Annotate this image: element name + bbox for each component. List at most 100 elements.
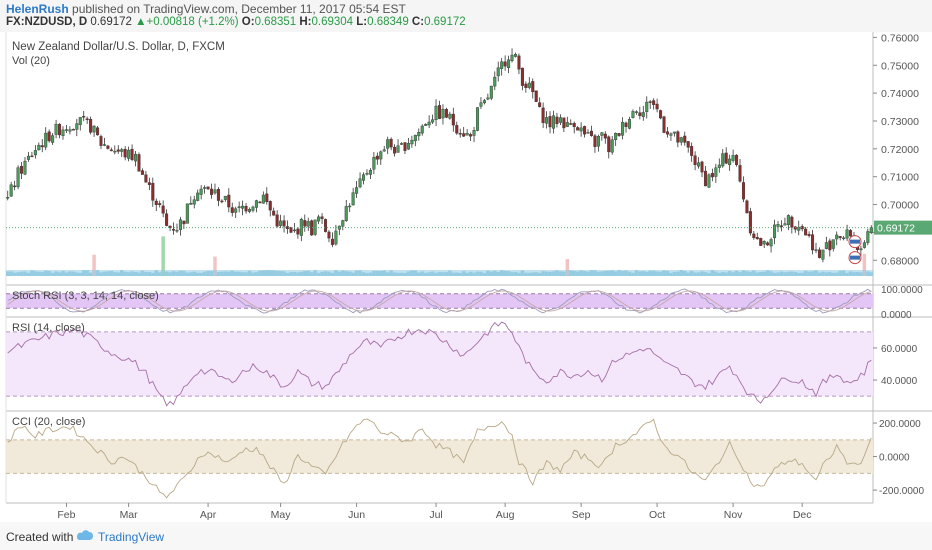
candle-body (182, 220, 186, 225)
candle-body (824, 242, 828, 249)
candle-body (96, 127, 100, 136)
candle-body (693, 155, 697, 165)
chart-header: HelenRush published on TradingView.com, … (0, 0, 932, 32)
candle-body (434, 105, 438, 121)
candle-body (849, 230, 853, 237)
stoch-k-line (7, 288, 872, 314)
candle-body (600, 132, 604, 136)
candle-body (493, 76, 497, 87)
candle-body (317, 216, 321, 222)
candle-body (462, 133, 466, 137)
candle-body (800, 226, 804, 230)
event-flag-icon (850, 255, 860, 260)
candle-body (472, 130, 476, 136)
candle-body (403, 142, 407, 151)
candle-body (424, 124, 428, 126)
candle-body (593, 135, 597, 147)
candle-body (213, 189, 217, 194)
candle-body (82, 115, 86, 118)
candle-body (92, 125, 96, 133)
tradingview-brand[interactable]: TradingView (98, 530, 165, 544)
close-label: C: (411, 16, 425, 28)
candle-body (20, 166, 24, 174)
candle-body (683, 135, 687, 143)
candle-body (589, 130, 593, 136)
candle-body (199, 188, 203, 195)
open-value: 0.68351 (254, 16, 297, 28)
candle-body (393, 146, 397, 154)
price-tick-label: 0.68000 (881, 255, 919, 267)
candle-body (610, 139, 614, 153)
candle-body (344, 206, 348, 221)
time-tick-label: Nov (724, 509, 743, 521)
volume-label: Vol (20) (12, 55, 50, 67)
candle-body (237, 206, 241, 208)
candle-body (303, 220, 307, 227)
candle-body (113, 150, 117, 153)
high-label: H: (299, 16, 312, 28)
cci-tick-label: -200.0000 (879, 486, 924, 497)
candle-body (465, 132, 469, 136)
candle-body (565, 122, 569, 127)
stoch-d-line (7, 290, 872, 312)
candle-body (372, 156, 376, 170)
candle-body (40, 145, 44, 148)
event-flag-icon (850, 239, 860, 244)
candle-body (102, 144, 106, 146)
candle-body (579, 127, 583, 132)
candle-body (389, 138, 393, 148)
candle-body (437, 105, 442, 119)
rsi-line (7, 321, 872, 407)
time-tick-label: Apr (200, 509, 217, 521)
candle-body (520, 67, 524, 86)
candle-body (710, 173, 714, 178)
candle-body (569, 123, 573, 125)
candle-body (223, 195, 227, 200)
candle-body (327, 231, 331, 239)
candle-body (790, 216, 794, 228)
candle-body (686, 141, 690, 148)
candle-body (804, 228, 808, 236)
candle-body (44, 132, 48, 148)
ohlc-line: FX:NZDUSD, D 0.69172 ▲+0.00818 (+1.2%) O… (6, 16, 466, 28)
candle-body (496, 67, 500, 77)
change-value: +0.00818 (+1.2%) (146, 16, 239, 28)
candle-body (444, 109, 448, 118)
candle-body (627, 119, 631, 129)
candle-body (137, 154, 141, 172)
candle-body (617, 133, 621, 136)
candle-body (241, 205, 245, 209)
candle-body (835, 234, 839, 240)
candle-body (762, 241, 766, 245)
candle-body (47, 131, 51, 142)
candle-body (379, 151, 383, 160)
candle-body (748, 211, 752, 234)
candle-body (161, 205, 165, 214)
chart-area[interactable]: 0.69172 0.76000 0.75000 0.74000 0.73000 0.720… (0, 32, 932, 522)
candle-body (555, 116, 559, 125)
candle-body (178, 219, 182, 230)
close-value: 0.69172 (424, 16, 466, 28)
candle-body (451, 113, 455, 126)
candle-body (586, 132, 590, 134)
candle-body (196, 192, 200, 201)
stoch-tick-label: 0.0000 (881, 310, 912, 321)
price-tick-label: 0.76000 (881, 32, 919, 44)
candle-body (807, 234, 811, 236)
candle-body (6, 197, 10, 199)
candle-body (120, 149, 124, 152)
candle-body (358, 178, 362, 188)
candle-body (479, 102, 483, 107)
candle-body (690, 146, 694, 156)
candle-body (268, 201, 272, 211)
tradingview-logo-icon (77, 530, 93, 540)
candle-body (621, 121, 625, 136)
candle-body (168, 225, 172, 228)
author-link[interactable]: HelenRush (6, 2, 69, 16)
candle-body (310, 220, 314, 236)
open-label: O: (241, 16, 255, 28)
high-value: 0.69304 (311, 16, 354, 28)
candle-body (596, 136, 600, 147)
candle-body (548, 116, 552, 128)
candle-body (752, 233, 756, 238)
